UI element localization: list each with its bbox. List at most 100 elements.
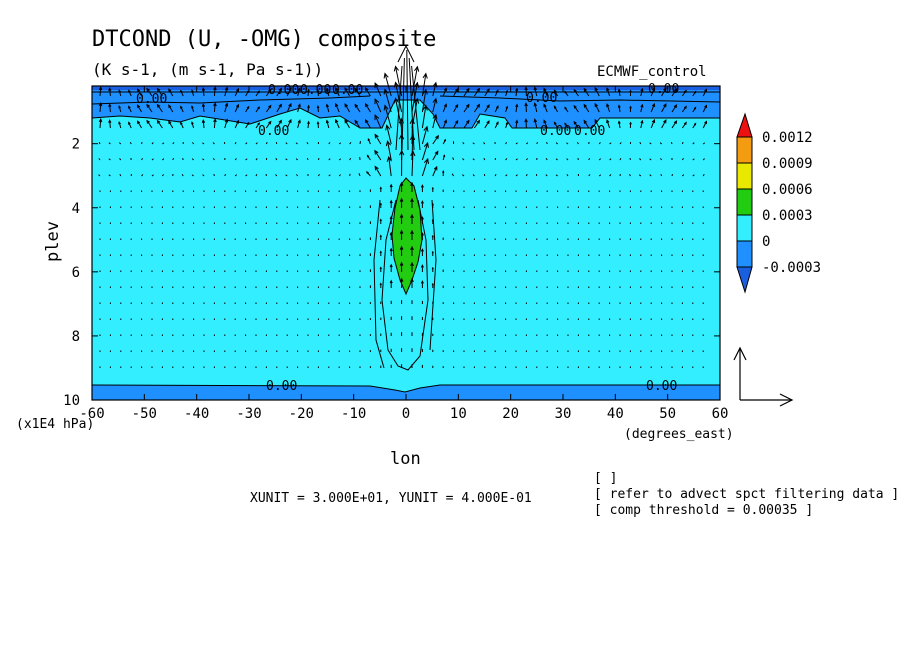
- colorbar-label: 0.0003: [762, 208, 813, 224]
- wind-vector: [335, 87, 340, 97]
- wind-vector-head: [325, 119, 329, 124]
- wind-vector-head: [594, 102, 599, 108]
- wind-vector: [619, 157, 622, 161]
- wind-vector-head: [431, 234, 434, 238]
- wind-vector: [255, 173, 258, 177]
- wind-vector: [297, 120, 301, 129]
- wind-vector: [129, 141, 132, 145]
- wind-vector: [326, 104, 330, 113]
- wind-vector-head: [191, 89, 194, 93]
- wind-vector: [702, 174, 705, 177]
- wind-vector-head: [431, 186, 434, 190]
- wind-vector-head: [98, 86, 103, 91]
- wind-vector-head: [420, 216, 424, 220]
- wind-vector: [670, 141, 673, 145]
- wind-vector: [297, 104, 301, 113]
- wind-vector-head: [553, 121, 557, 125]
- wind-vector-head: [379, 234, 382, 238]
- wind-vector-head: [564, 90, 567, 94]
- note-line: [ comp threshold = 0.00035 ]: [594, 503, 813, 518]
- wind-vector-head: [629, 121, 632, 125]
- wind-vector: [483, 142, 486, 145]
- wind-vector: [649, 142, 652, 145]
- wind-vector: [388, 156, 392, 177]
- wind-vector-head: [118, 105, 121, 109]
- wind-vector: [224, 103, 228, 113]
- wind-vector: [98, 141, 101, 145]
- wind-vector: [606, 104, 611, 113]
- wind-vector: [245, 158, 248, 161]
- wind-vector-head: [278, 87, 282, 92]
- wind-vector: [224, 87, 228, 97]
- wind-vector-head: [651, 118, 656, 124]
- wind-vector-head: [432, 97, 438, 104]
- wind-vector-head: [385, 140, 391, 147]
- wind-vector-head: [524, 102, 528, 107]
- x-tick-label: 10: [450, 406, 467, 422]
- wind-vector-head: [399, 229, 404, 234]
- wind-vector-head: [399, 213, 404, 218]
- wind-vector-head: [98, 102, 103, 107]
- wind-vector: [681, 158, 684, 161]
- wind-vector: [349, 157, 352, 161]
- wind-vector: [338, 142, 342, 145]
- wind-vector-head: [420, 248, 424, 252]
- wind-vector: [543, 104, 548, 113]
- wind-vector: [146, 88, 153, 97]
- wind-vector: [276, 120, 282, 129]
- wind-vector: [671, 120, 677, 129]
- wind-vector: [432, 114, 437, 129]
- wind-vector: [640, 104, 643, 113]
- wind-vector: [384, 89, 392, 113]
- wind-vector: [452, 157, 455, 161]
- wind-vector: [421, 158, 429, 177]
- wind-vector: [525, 158, 528, 161]
- wind-vector: [374, 166, 382, 177]
- wind-vector: [515, 142, 518, 145]
- wind-vector-head: [383, 72, 389, 79]
- wind-vector-head: [118, 121, 121, 125]
- x-tick-label: -10: [341, 406, 366, 422]
- wind-vector: [629, 173, 631, 177]
- wind-vector-head: [354, 87, 359, 92]
- wind-vector: [141, 157, 143, 161]
- wind-vector: [588, 174, 591, 177]
- wind-vector: [583, 88, 590, 97]
- wind-vector: [328, 142, 331, 145]
- wind-vector: [421, 126, 428, 145]
- wind-vector-head: [146, 103, 150, 108]
- wind-vector: [146, 120, 153, 129]
- x-tick-label: 0: [402, 406, 410, 422]
- wind-vector: [109, 88, 111, 97]
- wind-vector: [202, 88, 205, 97]
- wind-vector: [109, 120, 111, 129]
- wind-vector-head: [344, 103, 348, 108]
- wind-vector-head: [335, 86, 339, 92]
- wind-vector: [543, 88, 548, 97]
- wind-vector: [462, 174, 465, 177]
- wind-vector: [202, 142, 205, 145]
- wind-vector-head: [432, 113, 438, 120]
- wind-vector-head: [704, 104, 707, 109]
- colorbar-label: 0: [762, 234, 770, 250]
- wind-vector-head: [606, 103, 610, 108]
- wind-vector-head: [354, 103, 359, 108]
- wind-vector-head: [399, 197, 404, 202]
- wind-vector-head: [594, 118, 599, 124]
- wind-vector: [639, 142, 642, 145]
- wind-vector-head: [389, 199, 393, 204]
- wind-vector: [453, 120, 459, 129]
- wind-vector: [234, 174, 237, 177]
- wind-vector: [99, 119, 102, 129]
- colorbar-box: [736, 214, 753, 242]
- wind-vector: [157, 120, 163, 129]
- y-tick-label: 10: [63, 393, 80, 409]
- wind-vector: [157, 88, 163, 97]
- wind-vector: [285, 158, 288, 161]
- wind-vector: [328, 174, 331, 177]
- wind-vector-head: [410, 277, 414, 283]
- wind-vector-head: [136, 104, 141, 109]
- wind-vector-head: [374, 133, 379, 139]
- wind-vector-head: [118, 89, 121, 93]
- wind-vector: [275, 174, 278, 177]
